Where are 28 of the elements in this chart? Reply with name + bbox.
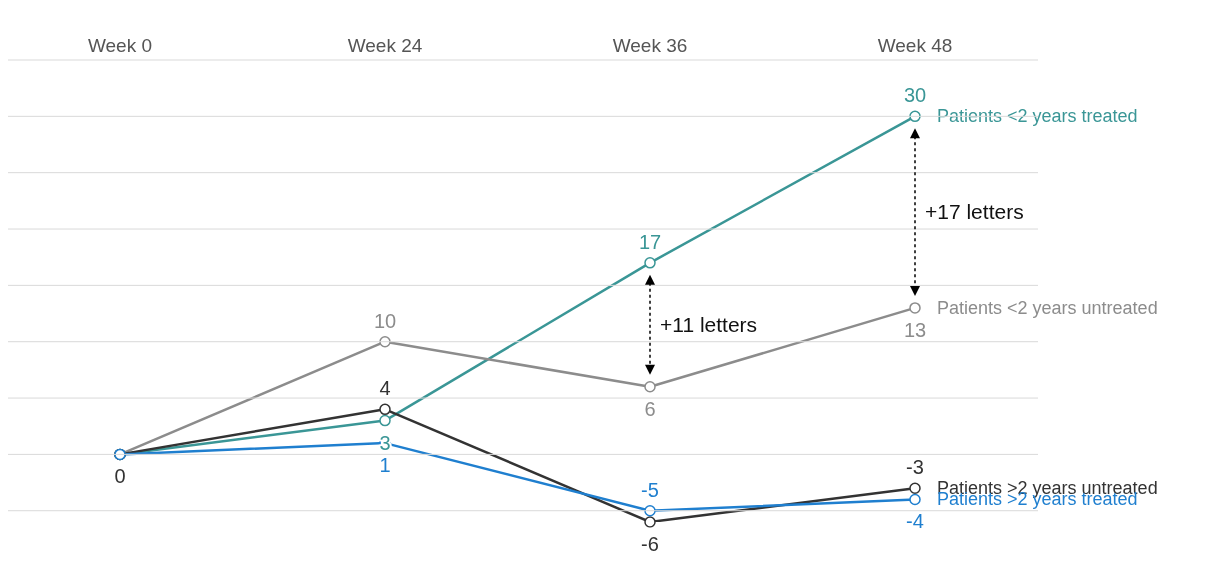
series-label: Patients <2 years untreated [937, 297, 1158, 318]
data-label: 6 [644, 397, 656, 420]
data-label: -4 [906, 510, 924, 533]
point [644, 257, 656, 269]
point [909, 493, 921, 506]
data-label: -3 [906, 456, 924, 479]
data-label: 30 [903, 84, 927, 107]
data-label: 10 [373, 309, 397, 332]
x-tick-label: Week 24 [347, 35, 423, 56]
data-label: 13 [903, 318, 927, 341]
point [909, 302, 921, 314]
point [644, 516, 656, 528]
series-label: Patients <2 years treated [937, 106, 1138, 127]
x-tick-label: Week 36 [612, 35, 688, 56]
data-label: 17 [638, 230, 662, 253]
data-label: 1 [379, 454, 391, 477]
point [644, 381, 656, 393]
point [379, 414, 391, 427]
annotation: +17 letters [925, 200, 1024, 224]
x-tick-label: Week 48 [877, 35, 953, 56]
data-label: 0 [114, 465, 126, 488]
data-label: -5 [641, 478, 659, 501]
point [379, 403, 391, 416]
data-label: -6 [641, 533, 659, 555]
annotation: +11 letters [660, 312, 758, 336]
point [909, 482, 921, 494]
data-label: 4 [379, 377, 391, 400]
x-tick-label: Week 0 [87, 35, 153, 56]
